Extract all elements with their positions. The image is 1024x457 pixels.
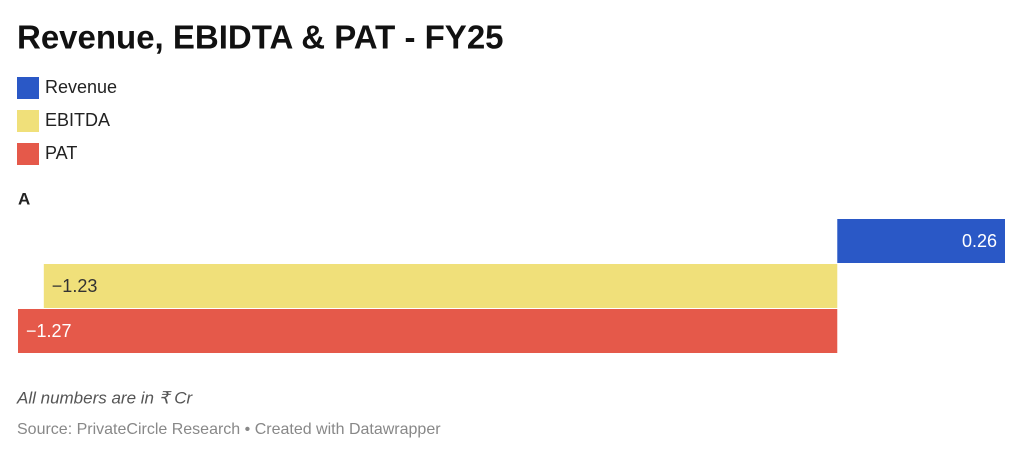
value-label: 0.26 <box>962 231 997 251</box>
legend-label: PAT <box>45 143 77 163</box>
legend-swatch <box>17 143 39 165</box>
legend-label: Revenue <box>45 77 117 97</box>
source: Source: PrivateCircle Research • Created… <box>17 421 441 438</box>
bar <box>43 264 838 308</box>
category-label: A <box>18 189 30 208</box>
note: All numbers are in ₹ Cr <box>16 388 194 407</box>
chart-title: Revenue, EBIDTA & PAT - FY25 <box>17 19 504 56</box>
legend-label: EBITDA <box>45 110 110 130</box>
value-label: −1.23 <box>52 276 98 296</box>
bar <box>18 309 838 353</box>
bar <box>837 219 1005 263</box>
legend-swatch <box>17 110 39 132</box>
value-label: −1.27 <box>26 321 72 341</box>
legend-swatch <box>17 77 39 99</box>
